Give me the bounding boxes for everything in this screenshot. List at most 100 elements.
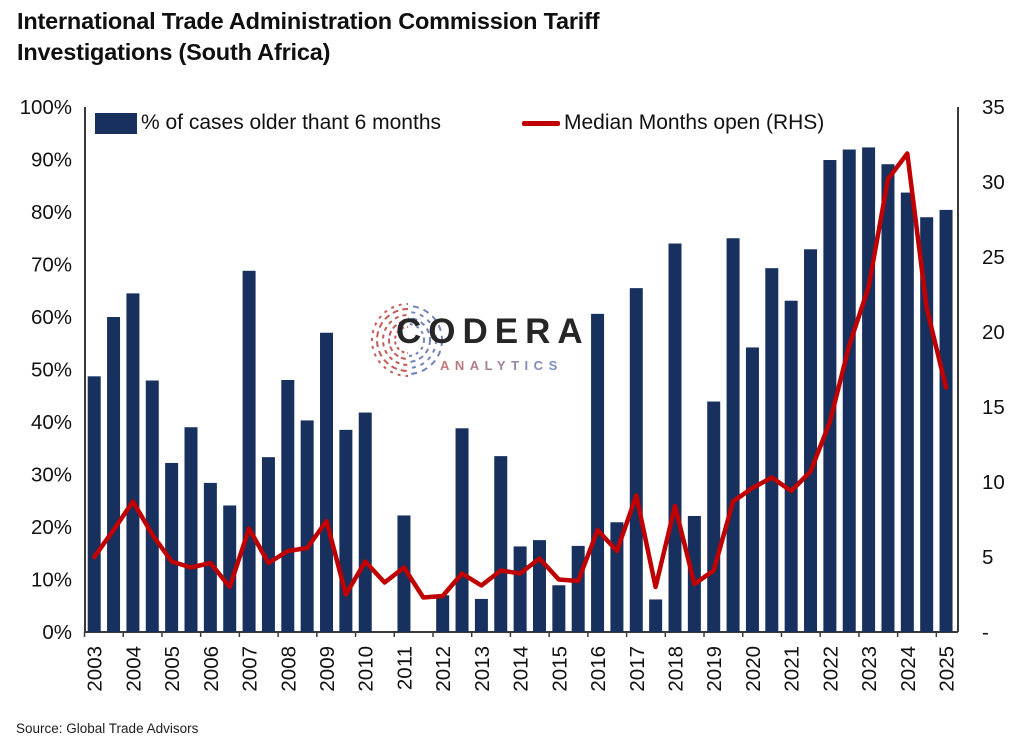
codera-watermark-logo: CODERA ANALYTICS (368, 298, 598, 382)
analytics-letter: A (469, 358, 485, 373)
bar-2023-H1 (862, 147, 876, 633)
codera-wordmark: CODERA (396, 312, 590, 351)
legend-item-line: Median Months open (RHS) (522, 111, 824, 135)
line-series-label: Median Months open (RHS) (564, 111, 825, 134)
bar-2021-H2 (804, 249, 818, 632)
bar-series-swatch-icon (95, 112, 137, 134)
line-series-swatch-icon (522, 120, 560, 126)
x-axis-year-label: 2015 (548, 646, 571, 692)
bar-2011-H1 (397, 515, 411, 632)
left-axis-label: 50% (31, 359, 72, 382)
source-note: Source: Global Trade Advisors (16, 721, 199, 736)
right-axis-label: 10 (982, 471, 1005, 494)
bar-2015-H2 (571, 545, 585, 632)
right-axis-label: 30 (982, 171, 1005, 194)
x-axis-year-label: 2008 (277, 646, 300, 692)
bar-2014-H1 (513, 546, 527, 632)
bar-2025-H1 (939, 209, 953, 632)
x-axis-year-label: 2013 (471, 646, 494, 692)
bar-2019-H2 (726, 238, 740, 632)
bar-2023-H2 (881, 164, 895, 632)
bar-2013-H2 (494, 456, 508, 632)
x-axis-year-label: 2014 (510, 646, 533, 692)
x-axis-year-label: 2018 (665, 646, 688, 692)
right-axis-label: 20 (982, 321, 1005, 344)
left-axis-label: 80% (31, 201, 72, 224)
bar-2010-H1 (358, 412, 372, 632)
bar-2009-H2 (339, 429, 353, 632)
median-months-line (91, 151, 949, 600)
bar-2009-H1 (320, 332, 334, 632)
analytics-letter: A (440, 358, 455, 373)
right-axis-label: 15 (982, 396, 1005, 419)
x-axis-year-label: 2021 (781, 646, 804, 692)
bar-2017-H1 (629, 288, 643, 632)
x-axis-year-label: 2005 (161, 646, 184, 692)
bar-2012-H1 (436, 595, 450, 632)
left-axis-label: 20% (31, 516, 72, 539)
bar-2008-H1 (281, 380, 295, 632)
right-axis-label: 5 (982, 546, 993, 569)
x-axis-year-label: 2003 (84, 646, 107, 692)
bar-2022-H1 (823, 160, 837, 632)
bar-2018-H1 (668, 243, 682, 632)
bar-2007-H2 (261, 457, 275, 632)
x-axis-year-label: 2004 (122, 646, 145, 692)
left-axis-label: 40% (31, 411, 72, 434)
analytics-letter: T (511, 358, 525, 373)
x-axis-year-label: 2024 (897, 646, 920, 692)
left-axis-label: 0% (42, 621, 72, 644)
bar-2004-H2 (145, 380, 159, 632)
bar-2018-H2 (687, 515, 701, 632)
x-axis-year-label: 2019 (703, 646, 726, 692)
x-axis-year-label: 2011 (393, 646, 416, 690)
left-axis-label: 90% (31, 149, 72, 172)
right-axis-label: 35 (982, 96, 1005, 119)
x-axis-year-label: 2010 (355, 646, 378, 692)
bar-series-label: % of cases older thant 6 months (141, 111, 441, 134)
bar-2012-H2 (455, 428, 469, 632)
bar-2007-H1 (242, 270, 256, 632)
right-axis-label: - (982, 621, 989, 644)
analytics-letter: I (524, 358, 534, 373)
left-axis-label: 70% (31, 254, 72, 277)
x-axis-year-label: 2009 (316, 646, 339, 692)
bar-2003-H1 (87, 376, 101, 632)
left-axis-label: 10% (31, 569, 72, 592)
x-axis-year-label: 2006 (200, 646, 223, 692)
x-axis-year-label: 2012 (432, 646, 455, 692)
bar-2024-H1 (900, 192, 914, 632)
x-axis-year-label: 2022 (819, 646, 842, 692)
analytics-letter: C (533, 358, 549, 373)
bar-2017-H2 (649, 599, 663, 632)
x-axis-year-label: 2020 (742, 646, 765, 692)
bar-2019-H1 (707, 401, 721, 632)
bar-2008-H2 (300, 420, 314, 632)
bar-2015-H1 (552, 585, 566, 632)
legend-item-bars: % of cases older thant 6 months (95, 111, 441, 135)
bar-2020-H2 (765, 268, 779, 632)
left-axis-label: 30% (31, 464, 72, 487)
codera-fingerprint-icon (371, 303, 443, 377)
analytics-letter: L (484, 358, 497, 373)
bar-2005-H1 (165, 462, 179, 632)
bar-2003-H2 (107, 317, 121, 632)
bar-2013-H1 (474, 598, 488, 632)
x-axis-year-label: 2023 (858, 646, 881, 692)
bar-2014-H2 (532, 540, 546, 632)
bar-2022-H2 (842, 149, 856, 632)
bar-2021-H1 (784, 300, 798, 632)
bar-2005-H2 (184, 427, 198, 632)
bar-2006-H1 (203, 482, 217, 632)
x-axis-year-label: 2016 (587, 646, 610, 692)
right-axis-label: 25 (982, 246, 1005, 269)
bar-2004-H1 (126, 293, 140, 632)
x-axis-year-label: 2025 (936, 646, 959, 692)
codera-analytics-label: ANALYTICS (440, 358, 563, 373)
bar-2016-H1 (591, 313, 605, 632)
left-axis-label: 100% (20, 96, 72, 119)
x-axis-year-label: 2017 (626, 646, 649, 692)
bar-2006-H2 (223, 505, 237, 632)
chart-title: International Trade Administration Commi… (17, 8, 600, 66)
